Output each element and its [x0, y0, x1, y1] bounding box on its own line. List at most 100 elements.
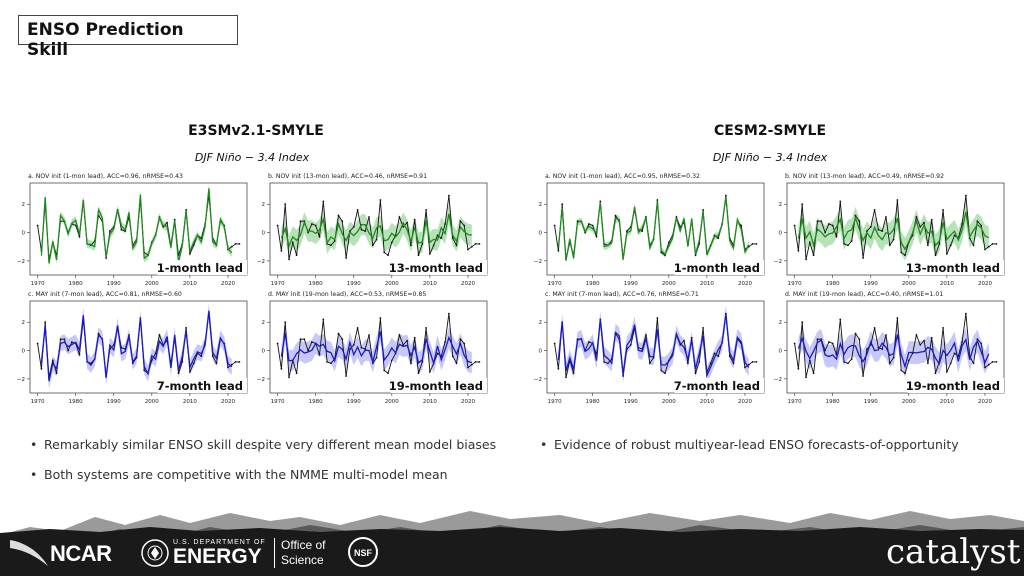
panel-5-obs-point [839, 200, 842, 203]
panel-3-obs-point [368, 334, 370, 336]
panel-3-xtick-label-1: 1980 [309, 399, 323, 405]
panel-1-obs-point [341, 220, 344, 223]
panel-2-obs-point [71, 341, 73, 343]
footer-logos: NCAR U.S. DEPARTMENT OF ENERGY Office of… [0, 530, 1024, 576]
panel-7-obs-point [873, 327, 876, 329]
panel-2-xtick-label-2: 1990 [107, 399, 121, 405]
panel-title-2: c. MAY init (7-mon lead), ACC=0.81, nRMS… [28, 291, 182, 298]
panel-5-obs-point [850, 240, 853, 242]
panel-1-spread-band [281, 203, 472, 257]
panel-5-lead-label-bg [907, 260, 1004, 275]
panel-7-obs-point [900, 369, 903, 372]
panel-5-obs-point [965, 194, 967, 197]
panel-1-obs-point [284, 203, 287, 206]
panel-7-obs-point [984, 366, 986, 369]
panel-frame-1 [269, 182, 488, 276]
panel-2-obs-point [200, 355, 203, 358]
panel-2-obs-point [234, 361, 237, 363]
panel-1-obs-point [413, 218, 416, 221]
panel-0-obs-point [189, 252, 191, 255]
panel-2-lead-label-bg [157, 378, 247, 393]
panel-2-obs-point [44, 321, 47, 324]
panel-1-obs-point [436, 234, 439, 237]
panel-1-obs-point [474, 243, 477, 245]
panel-1-obs-point [360, 228, 363, 231]
panel-6-ytick-label-0: −2 [534, 377, 542, 383]
panel-1-obs-point [314, 224, 317, 227]
panel-1-xtick-label-5: 2020 [461, 281, 475, 287]
panel-5-ytick-label-0: −2 [774, 259, 782, 265]
panel-1-ytick-label-1: 0 [262, 231, 266, 237]
panel-5-obs-point [866, 230, 868, 233]
panel-6-spread-band [558, 305, 749, 384]
panel-7-obs-point [801, 321, 804, 324]
panel-5-obs-point [801, 203, 804, 206]
panel-2-obs-point [238, 361, 241, 363]
panel-5-obs-point [873, 209, 876, 211]
panel-6-obs-point [698, 361, 701, 363]
panel-0-obs-point [36, 224, 39, 227]
panel-5-xtick-label-1: 1980 [826, 281, 840, 287]
panel-7-ytick-label-1: 0 [779, 349, 783, 355]
panel-1-obs-point [288, 258, 290, 261]
panel-3-obs-point [474, 361, 477, 363]
panel-4-obs-point [553, 224, 556, 227]
panel-2-obs-point [215, 362, 218, 365]
panel-7-xtick-label-0: 1970 [788, 399, 802, 405]
panel-7-obs-point [839, 318, 842, 321]
panel-7-obs-point [866, 348, 868, 350]
bullet-left-1: • Remarkably similar ENSO skill despite v… [30, 437, 497, 452]
left-model-title: E3SMv2.1-SMYLE [188, 123, 324, 139]
panel-0-obs-point [166, 221, 169, 224]
panel-2-ytick-label-1: 0 [22, 349, 26, 355]
panel-0-lead-label: 1-month lead [157, 261, 243, 275]
panel-frame-0 [29, 182, 248, 276]
panel-frame-3 [269, 300, 488, 394]
panel-3-obs-point [413, 336, 416, 339]
panel-5-obs-point [805, 258, 807, 261]
panel-3-obs-point [311, 341, 313, 343]
panel-0-xtick-label-2: 1990 [107, 281, 121, 287]
nsf-logo-text: NSF [354, 548, 373, 558]
panel-3-obs-point [288, 376, 290, 379]
panel-4-obs-point [751, 243, 754, 245]
panel-3-xtick-label-3: 2000 [385, 399, 399, 405]
panel-6-obs-point [553, 342, 556, 345]
panel-6-forecast-line [557, 313, 750, 379]
panel-5-obs-point [847, 244, 849, 247]
panel-title-1: b. NOV init (13-mon lead), ACC=0.46, nRM… [268, 173, 427, 180]
panel-7-obs-point [987, 363, 990, 366]
panel-3-obs-point [364, 348, 367, 350]
panel-5-xtick-label-3: 2000 [902, 281, 916, 287]
panel-2-obs-point [67, 349, 69, 352]
panel-frame-4 [546, 182, 765, 276]
panel-2-obs-point [211, 355, 214, 358]
bullet-left-2-text: Both systems are competitive with the NM… [44, 467, 448, 482]
panel-3-obs-point [299, 338, 302, 341]
panel-0-obs-point [105, 257, 107, 259]
panel-6-obs-point [755, 361, 758, 363]
panel-7-obs-point [862, 375, 864, 377]
panel-7-xtick-label-2: 1990 [864, 399, 878, 405]
panel-1-obs-point [455, 244, 458, 247]
panel-1-obs-point [402, 226, 405, 228]
panel-2-xtick-label-5: 2020 [221, 399, 235, 405]
panel-2-obs-point [227, 366, 229, 369]
panel-7-obs-point [854, 332, 857, 335]
panel-6-obs-point [572, 372, 575, 375]
panel-1-obs-point [333, 240, 336, 242]
panel-6-obs-point [629, 344, 632, 346]
doe-small-text: U.S. DEPARTMENT OF [173, 539, 266, 546]
panel-5-obs-point [862, 257, 864, 259]
panel-0-obs-point [185, 209, 188, 211]
panel-1-observed-line [277, 195, 480, 260]
panel-3-obs-point [307, 349, 309, 352]
panel-3-xtick-label-2: 1990 [347, 399, 361, 405]
panel-0-obs-point [162, 226, 165, 228]
panel-5-obs-point [808, 241, 811, 244]
panel-6-obs-point [588, 341, 590, 343]
panel-4-obs-point [557, 250, 560, 252]
panel-2-obs-point [40, 368, 43, 370]
panel-0-obs-point [109, 230, 111, 233]
ncar-swoosh-icon [10, 540, 48, 566]
